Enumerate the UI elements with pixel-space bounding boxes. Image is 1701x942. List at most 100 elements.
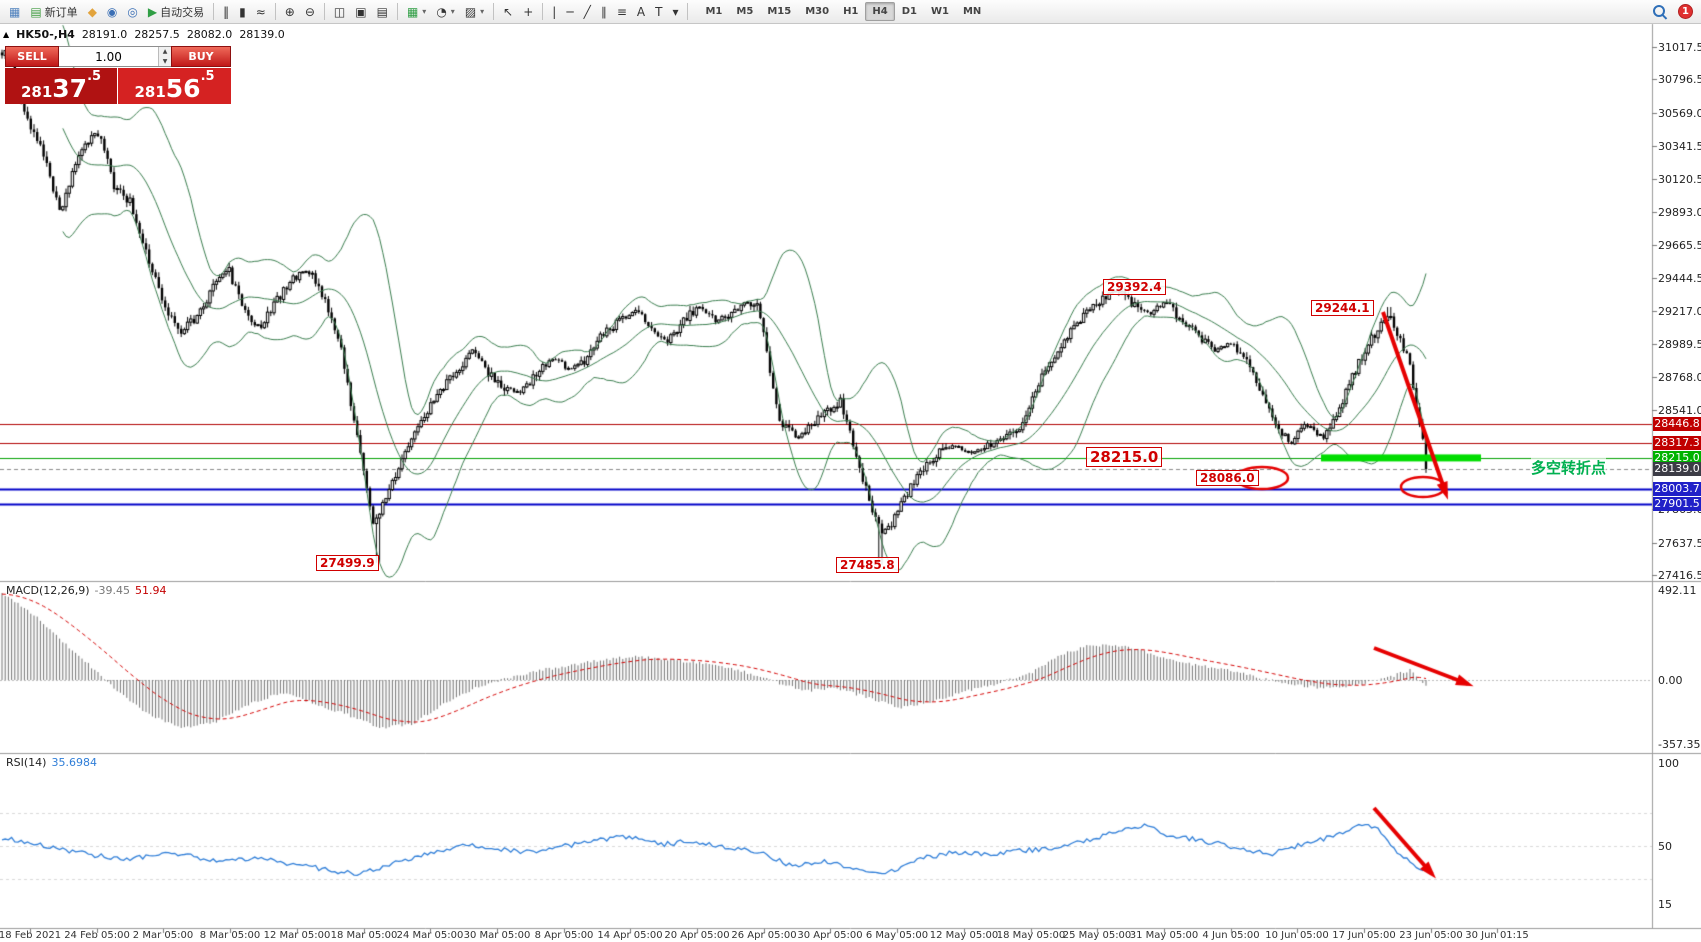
market-watch-button[interactable]: ◆ <box>83 2 102 22</box>
navigator-button[interactable]: ◉ <box>102 2 122 22</box>
one-click-trading-widget: SELL 1.00 ▲ ▼ BUY 281 37 .5 281 56 .5 <box>5 46 231 104</box>
one-click-price-row: 281 37 .5 281 56 .5 <box>5 68 231 104</box>
periods-button[interactable]: ◔ ▾ <box>431 2 460 22</box>
tile-windows-icon: ◫ <box>333 4 346 19</box>
horizontal-line-icon: ─ <box>566 4 574 19</box>
channel-button[interactable]: ∥ <box>596 2 612 22</box>
candlestick-chart-button[interactable]: ▮ <box>234 2 251 22</box>
volume-down-button[interactable]: ▼ <box>159 56 171 66</box>
price-tag-annotation[interactable]: 28215.0 <box>1086 447 1163 467</box>
turning-point-annotation[interactable]: 多空转折点 <box>1531 457 1607 478</box>
toolbar-separator <box>493 3 495 20</box>
price-tag-annotation[interactable]: 27499.9 <box>316 555 379 571</box>
horizontal-line-button[interactable]: ─ <box>561 2 578 22</box>
cascade-windows-button[interactable]: ▣ <box>350 2 371 22</box>
periods-icon: ◔ <box>436 4 447 19</box>
one-click-top-row: SELL 1.00 ▲ ▼ BUY <box>5 46 231 67</box>
buy-price-prefix: 281 <box>134 82 166 101</box>
zoom-out-button[interactable]: ⊖ <box>300 2 320 22</box>
zoom-in-icon: ⊕ <box>284 4 295 19</box>
fibonacci-icon: ≡ <box>616 4 627 19</box>
search-icon <box>1652 4 1667 19</box>
timeframe-button-d1[interactable]: D1 <box>901 6 917 17</box>
toolbar: ▦ ▤ 新订单 ◆ ◉ ◎ ▶ 自动交易 ‖ ▮ ≈ ⊕ ⊖ ◫ ▣ ▤ ▦ ▾ ◔ ▾ ▨ ▾ ↖ + | ─ ╱ ∥ ≡ A T ▾ M1… <box>0 0 1701 24</box>
cursor-icon: ↖ <box>503 4 514 19</box>
trendline-icon: ╱ <box>583 4 591 19</box>
fibonacci-button[interactable]: ≡ <box>612 2 632 22</box>
timeframe-button-h1[interactable]: H1 <box>843 6 859 17</box>
macd-main-value: -39.45 <box>94 584 131 597</box>
vertical-line-button[interactable]: | <box>547 2 561 22</box>
buy-price-big-digits: 56 <box>165 73 201 103</box>
timeframe-button-w1[interactable]: W1 <box>930 6 949 17</box>
new-order-button[interactable]: ▤ 新订单 <box>25 2 82 22</box>
dropdown-caret-icon[interactable]: ▾ <box>480 7 485 16</box>
volume-value[interactable]: 1.00 <box>95 49 122 64</box>
symbol-label: HK50-,H4 <box>16 28 75 41</box>
line-chart-button[interactable]: ≈ <box>251 2 271 22</box>
crosshair-button[interactable]: + <box>518 2 538 22</box>
price-tag-annotation[interactable]: 29244.1 <box>1311 300 1374 316</box>
data-window-button[interactable]: ◎ <box>122 2 142 22</box>
toolbar-group: ↖ + <box>498 0 538 24</box>
dropdown-caret-icon[interactable]: ▾ <box>450 7 455 16</box>
price-tag-annotation[interactable]: 29392.4 <box>1103 279 1166 295</box>
sell-price-panel[interactable]: 281 37 .5 <box>5 68 117 104</box>
toolbar-separator <box>687 3 689 20</box>
price-tag-annotation[interactable]: 27485.8 <box>836 557 899 573</box>
cursor-button[interactable]: ↖ <box>498 2 518 22</box>
new-chart-button[interactable]: ▦ ▾ <box>402 2 431 22</box>
quote-high: 28257.5 <box>134 28 180 41</box>
navigator-icon: ◉ <box>106 4 118 19</box>
timeframe-toolbar: M1 M5 M15 M30 H1 H4 D1 W1 MN <box>698 2 988 21</box>
bar-chart-icon: ‖ <box>223 4 230 19</box>
new-chart-icon: ▦ <box>406 4 419 19</box>
toolbar-groups: ▦ ▤ 新订单 ◆ ◉ ◎ ▶ 自动交易 ‖ ▮ ≈ ⊕ ⊖ ◫ ▣ ▤ ▦ ▾ ◔ ▾ ▨ ▾ ↖ + | ─ ╱ ∥ ≡ A T ▾ <box>4 0 683 24</box>
new-order-icon: ▤ <box>30 4 42 19</box>
notification-badge[interactable]: 1 <box>1678 4 1693 19</box>
new-order-button-label: 新订单 <box>44 5 78 19</box>
chart-window-button[interactable]: ▦ <box>4 2 25 22</box>
auto-trading-button[interactable]: ▶ 自动交易 <box>143 2 209 22</box>
collapse-triangle-icon[interactable]: ▲ <box>3 30 10 39</box>
toolbar-group: ▦ ▾ ◔ ▾ ▨ ▾ <box>402 0 489 24</box>
market-watch-icon: ◆ <box>87 4 97 19</box>
text-button[interactable]: A <box>632 2 650 22</box>
cascade-windows-icon: ▣ <box>355 4 367 19</box>
timeframe-button-m5[interactable]: M5 <box>736 6 754 17</box>
price-tag-annotation[interactable]: 28086.0 <box>1196 470 1259 486</box>
buy-price-fraction: .5 <box>200 69 215 84</box>
timeframe-button-m30[interactable]: M30 <box>805 6 830 17</box>
volume-field[interactable]: 1.00 ▲ ▼ <box>59 46 171 67</box>
auto-trading-button-label: 自动交易 <box>160 5 205 19</box>
toolbar-separator <box>323 3 325 20</box>
buy-button[interactable]: BUY <box>171 46 231 67</box>
dropdown-caret-icon[interactable]: ▾ <box>422 7 427 16</box>
window-list-button[interactable]: ▤ <box>372 2 393 22</box>
auto-trading-icon: ▶ <box>147 4 158 19</box>
timeframe-button-m1[interactable]: M1 <box>705 6 723 17</box>
toolbar-right: 1 <box>1647 2 1697 22</box>
toolbar-group: ⊕ ⊖ <box>280 0 320 24</box>
templates-button[interactable]: ▨ ▾ <box>460 2 489 22</box>
volume-up-button[interactable]: ▲ <box>159 47 171 57</box>
timeframe-button-m15[interactable]: M15 <box>767 6 792 17</box>
sell-button[interactable]: SELL <box>5 46 59 67</box>
search-button[interactable] <box>1647 2 1672 22</box>
tile-windows-button[interactable]: ◫ <box>329 2 350 22</box>
timeframe-button-mn[interactable]: MN <box>962 6 982 17</box>
rsi-title: RSI(14) <box>6 756 47 769</box>
zoom-in-button[interactable]: ⊕ <box>280 2 300 22</box>
window-list-icon: ▤ <box>376 4 388 19</box>
shapes-dropdown-button[interactable]: ▾ <box>667 2 683 22</box>
text-icon: A <box>636 4 646 19</box>
arrow-label-button[interactable]: T <box>650 2 667 22</box>
quote-bar: ▲ HK50-,H4 28191.0 28257.5 28082.0 28139… <box>3 28 285 41</box>
buy-price-panel[interactable]: 281 56 .5 <box>118 68 231 104</box>
data-window-icon: ◎ <box>127 4 138 19</box>
bar-chart-button[interactable]: ‖ <box>218 2 234 22</box>
trendline-button[interactable]: ╱ <box>579 2 596 22</box>
timeframe-button-h4[interactable]: H4 <box>865 2 895 21</box>
toolbar-group: ‖ ▮ ≈ <box>218 0 271 24</box>
